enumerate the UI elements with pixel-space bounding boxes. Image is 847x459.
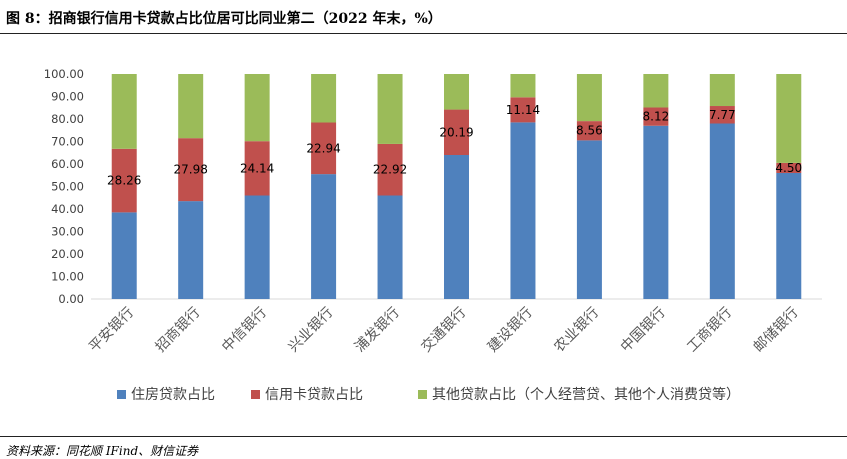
bar-segment-credit-card [311, 122, 337, 175]
bar-segment-other [776, 74, 802, 163]
bar-segment-credit-card [510, 97, 536, 123]
bar-segment-other [643, 74, 669, 108]
x-tick-label: 邮储银行 [751, 305, 802, 356]
data-label: 28.26 [107, 174, 141, 188]
bar-segment-other [709, 74, 735, 107]
data-label: 8.12 [643, 110, 670, 124]
data-label: 22.92 [373, 163, 407, 177]
y-tick-label: 0.00 [58, 292, 84, 306]
bar-segment-housing [178, 201, 204, 299]
y-tick-label: 50.00 [51, 180, 84, 194]
data-label: 22.94 [306, 141, 340, 155]
bar-segment-housing [576, 140, 602, 299]
data-label: 27.98 [174, 163, 208, 177]
bar-segment-credit-card [709, 106, 735, 124]
data-label: 7.77 [709, 108, 736, 122]
bar-segment-other [510, 74, 536, 98]
y-tick-label: 90.00 [51, 90, 84, 104]
bar-segment-credit-card [178, 138, 204, 202]
x-tick-label: 平安银行 [86, 305, 137, 356]
legend-label: 住房贷款占比 [131, 387, 215, 403]
y-tick-label: 80.00 [51, 112, 84, 126]
bar-segment-housing [377, 195, 403, 299]
bar-segment-housing [643, 125, 669, 299]
bar-segment-other [311, 74, 337, 123]
x-tick-label: 兴业银行 [286, 305, 337, 356]
stacked-bar-chart: 0.00 10.00 20.00 30.00 40.00 50.00 60.00 70.00 8… [44, 67, 822, 403]
bar-segment-credit-card [643, 107, 669, 126]
y-tick-label: 20.00 [51, 247, 84, 261]
y-tick-label: 60.00 [51, 157, 84, 171]
legend-swatch [418, 390, 427, 399]
x-tick-label: 工商银行 [684, 305, 735, 356]
bar-segment-other [576, 74, 602, 122]
bar-segment-other [377, 74, 403, 144]
y-tick-label: 40.00 [51, 202, 84, 216]
data-label: 24.14 [240, 161, 274, 175]
bar-segment-credit-card [377, 143, 403, 196]
source-note: 资料来源：同花顺 IFind、财信证券 [6, 444, 199, 458]
bar-segment-credit-card [576, 121, 602, 141]
legend-label: 其他贷款占比（个人经营贷、其他个人消费贷等） [432, 386, 740, 403]
legend-label: 信用卡贷款占比 [265, 387, 363, 403]
bar-segment-credit-card [111, 148, 137, 213]
bar-segment-other [444, 74, 469, 110]
data-label: 4.50 [775, 161, 802, 175]
bar-segment-housing [111, 212, 137, 299]
y-tick-label: 30.00 [51, 225, 84, 239]
bar-segment-credit-card [444, 109, 469, 155]
bar-segment-credit-card [244, 141, 270, 196]
bar-segment-housing [776, 173, 802, 299]
y-tick-label: 10.00 [51, 270, 84, 284]
bar-segment-other [111, 74, 137, 149]
top-rule [0, 33, 847, 34]
y-tick-label: 100.00 [44, 67, 84, 81]
x-tick-label: 农业银行 [551, 305, 602, 356]
data-label: 8.56 [576, 124, 603, 138]
x-tick-label: 中信银行 [219, 305, 270, 356]
x-tick-label: 建设银行 [485, 305, 536, 356]
x-tick-label: 浦发银行 [352, 305, 403, 356]
legend-swatch [251, 390, 260, 399]
bar-segment-housing [709, 123, 735, 299]
bottom-rule [0, 436, 847, 437]
bar-segment-housing [311, 174, 337, 299]
figure-title: 图 8：招商银行信用卡贷款占比位居可比同业第二（2022 年末，%） [6, 11, 442, 27]
x-tick-label: 中国银行 [618, 305, 669, 356]
legend-swatch [117, 390, 126, 399]
data-label: 11.14 [506, 103, 540, 117]
bar-segment-credit-card [776, 162, 802, 173]
x-tick-label: 招商银行 [153, 305, 204, 356]
data-label: 20.19 [439, 125, 473, 139]
bar-segment-other [178, 74, 204, 139]
x-tick-label: 交通银行 [418, 304, 470, 356]
bar-segment-other [244, 74, 270, 142]
bar-segment-housing [244, 195, 270, 299]
y-tick-label: 70.00 [51, 135, 84, 149]
bar-segment-housing [444, 155, 469, 299]
bar-segment-housing [510, 122, 536, 299]
